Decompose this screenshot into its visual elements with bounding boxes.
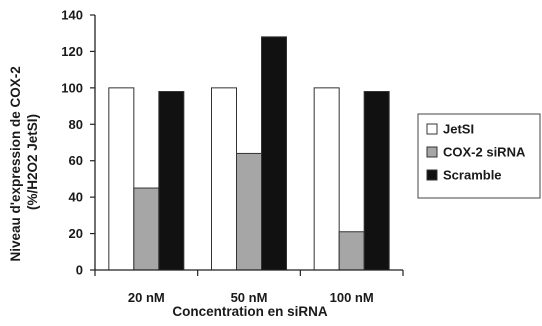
x-axis-ticks: 20 nM 50 nM 100 nM	[94, 270, 404, 305]
x-tick-label: 20 nM	[128, 290, 165, 305]
legend-swatch	[426, 169, 438, 181]
bar-scramble-3	[363, 91, 390, 271]
y-tick-label: 140	[61, 8, 83, 23]
y-axis-ticks: 0 20 40 60 80 100 120 140	[61, 8, 95, 278]
y-tick-label: 0	[76, 263, 83, 278]
x-tick-label: 100 nM	[330, 290, 374, 305]
legend-label: Scramble	[443, 168, 502, 183]
legend-swatch	[426, 123, 438, 135]
x-axis-title: Concentration en siRNA	[172, 304, 328, 319]
bar-cox-2-sirna-1	[133, 187, 160, 271]
bar-jetsi-2	[211, 87, 237, 271]
y-tick-label: 120	[61, 44, 83, 59]
y-tick-label: 60	[69, 153, 83, 168]
bar-jetsi-1	[108, 87, 135, 271]
legend-label: JetSI	[443, 122, 474, 137]
bar-cox-2-sirna-3	[338, 231, 365, 271]
y-axis-title: Niveau d'expression de COX-2 (%/H2O2 Jet…	[8, 62, 40, 261]
legend-label: COX-2 siRNA	[443, 145, 526, 160]
bar-cox-2-sirna-2	[236, 152, 262, 271]
bar-jetsi-3	[313, 87, 340, 271]
y-tick-label: 80	[69, 117, 83, 132]
bar-scramble-2	[261, 36, 287, 271]
y-tick-label: 100	[61, 80, 83, 95]
legend-box	[417, 113, 541, 199]
legend-swatch	[426, 146, 438, 158]
x-tick-label: 50 nM	[231, 290, 268, 305]
y-axis-title-line-2: (%/H2O2 JetSI)	[25, 114, 40, 210]
bar-scramble-1	[158, 91, 185, 271]
plot-area	[94, 15, 403, 271]
y-tick-label: 20	[69, 226, 83, 241]
y-tick-label: 40	[69, 190, 83, 205]
legend: JetSI COX-2 siRNA Scramble	[417, 113, 541, 199]
y-axis-title-line-1: Niveau d'expression de COX-2	[8, 66, 23, 261]
